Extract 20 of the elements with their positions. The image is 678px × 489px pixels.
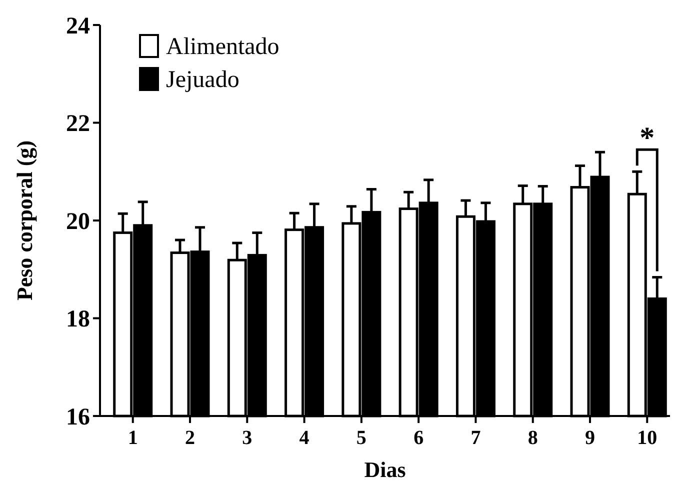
x-tick-label: 5 bbox=[356, 427, 366, 449]
x-tick-label: 4 bbox=[299, 427, 310, 449]
y-axis-title: Peso corporal (g) bbox=[12, 140, 37, 301]
y-tick-label: 16 bbox=[66, 404, 90, 430]
y-tick-label: 20 bbox=[66, 208, 90, 235]
legend-label: Alimentado bbox=[166, 34, 280, 60]
y-tick-label: 18 bbox=[66, 306, 90, 333]
annotation: * bbox=[640, 122, 655, 155]
x-tick-label: 9 bbox=[585, 427, 595, 449]
x-tick-label: 7 bbox=[470, 427, 481, 449]
x-tick-label: 6 bbox=[414, 427, 424, 449]
x-tick-label: 8 bbox=[528, 427, 538, 449]
y-tick-label: 24 bbox=[66, 13, 90, 40]
x-tick-label: 3 bbox=[242, 427, 252, 449]
legend-label: Jejuado bbox=[166, 67, 240, 93]
x-axis-title: Dias bbox=[364, 457, 406, 482]
x-tick-label: 2 bbox=[185, 427, 195, 449]
x-tick-label: 1 bbox=[128, 427, 138, 449]
x-tick-label: 10 bbox=[637, 427, 658, 449]
y-tick-label: 22 bbox=[66, 111, 90, 138]
